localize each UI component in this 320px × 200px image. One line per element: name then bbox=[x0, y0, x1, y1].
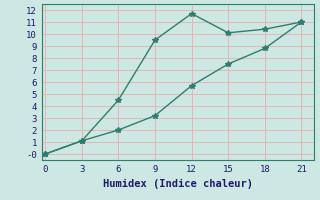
X-axis label: Humidex (Indice chaleur): Humidex (Indice chaleur) bbox=[103, 179, 252, 189]
